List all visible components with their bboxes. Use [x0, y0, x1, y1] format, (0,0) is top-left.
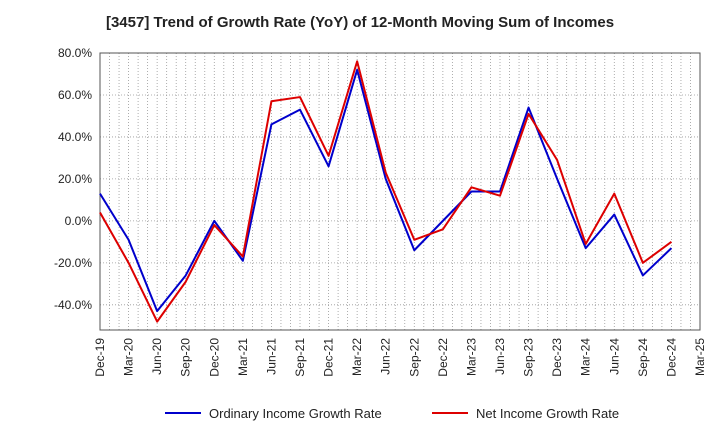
y-tick-label: 20.0% — [58, 172, 92, 186]
x-tick-label: Dec-23 — [550, 338, 564, 377]
x-tick-label: Sep-21 — [293, 338, 307, 377]
y-tick-label: 0.0% — [65, 214, 93, 228]
chart-title: [3457] Trend of Growth Rate (YoY) of 12-… — [105, 14, 615, 31]
x-tick-label: Sep-23 — [522, 338, 536, 377]
x-tick-label: Mar-20 — [122, 338, 136, 376]
legend-label: Ordinary Income Growth Rate — [209, 406, 382, 421]
x-tick-label: Sep-24 — [636, 338, 650, 377]
x-tick-label: Mar-22 — [350, 338, 364, 376]
x-tick-label: Dec-24 — [664, 338, 678, 377]
x-tick-label: Jun-24 — [607, 338, 621, 375]
legend-label: Net Income Growth Rate — [476, 406, 619, 421]
x-tick-label: Sep-22 — [407, 338, 421, 377]
x-tick-label: Jun-22 — [379, 338, 393, 375]
y-tick-label: -40.0% — [54, 298, 92, 312]
x-tick-label: Jun-21 — [264, 338, 278, 375]
y-tick-label: -20.0% — [54, 256, 92, 270]
x-tick-label: Dec-19 — [93, 338, 107, 377]
x-tick-label: Mar-21 — [236, 338, 250, 376]
x-tick-label: Dec-22 — [436, 338, 450, 377]
x-tick-label: Jun-23 — [493, 338, 507, 375]
series-line — [99, 68, 673, 313]
x-tick-label: Mar-25 — [693, 338, 707, 376]
x-tick-label: Mar-24 — [579, 338, 593, 376]
x-tick-label: Dec-20 — [207, 338, 221, 377]
y-tick-label: 60.0% — [58, 88, 92, 102]
plot-area-border — [99, 52, 701, 331]
x-tick-label: Dec-21 — [322, 338, 336, 377]
y-tick-label: 40.0% — [58, 130, 92, 144]
x-tick-label: Mar-23 — [464, 338, 478, 376]
x-tick-label: Jun-20 — [150, 338, 164, 375]
y-tick-label: 80.0% — [58, 46, 92, 60]
x-tick-label: Sep-20 — [179, 338, 193, 377]
series-line — [99, 60, 673, 323]
